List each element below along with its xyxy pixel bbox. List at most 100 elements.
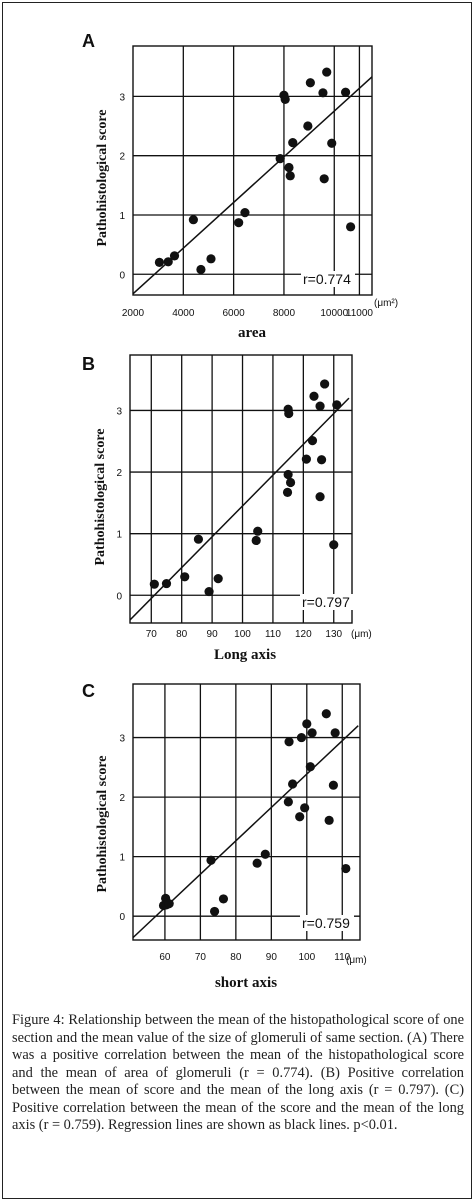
data-point [329,540,339,550]
data-point [315,401,325,411]
y-tick-label: 0 [119,270,125,281]
data-point [169,251,180,261]
data-point [321,709,331,719]
data-point [206,855,216,865]
y-tick-label: 1 [119,211,125,222]
caption-text: (A) There was a positive correlation bet… [12,1029,464,1134]
data-point [240,207,250,218]
data-point [196,264,206,275]
annotation-bg [301,271,355,287]
data-point [206,254,216,264]
y-axis-label: Pathohistological score [95,109,110,246]
plot-frame [132,45,373,296]
x-tick-label: 130 [325,629,342,640]
caption-label: Figure 4: Relationship between the mean … [12,1012,464,1046]
data-point [301,454,311,464]
data-point [163,257,173,267]
data-point [253,526,263,536]
data-point [284,162,294,173]
y-axis-label: Pathohistological score [93,428,108,565]
x-tick-label: 110 [334,952,350,963]
data-point [309,391,319,401]
data-point [346,222,356,232]
plot-frame [129,354,353,624]
data-point [149,579,159,589]
y-tick-label: 1 [119,853,125,864]
y-tick-label: 0 [119,912,125,923]
y-tick-label: 3 [116,406,122,417]
data-point [188,215,198,225]
data-point [315,492,325,502]
figure-caption: Figure 4: Relationship between the mean … [12,1012,464,1135]
data-point [328,780,338,790]
x-tick-label: 4000 [172,308,195,319]
x-tick-label: 80 [230,952,242,963]
data-point [330,728,340,738]
data-point [161,578,172,589]
data-point [204,586,214,597]
y-tick-label: 2 [116,468,122,479]
x-tick-label: 11000 [346,308,374,319]
x-tick-label: 100 [298,952,315,963]
y-tick-label: 3 [119,92,125,103]
data-point [260,849,270,859]
panel-label: B [82,354,95,374]
data-point [285,477,296,488]
data-point [296,732,307,743]
data-point [340,87,351,97]
data-point [320,379,330,389]
correlation-annotation: r=0.759 [302,915,350,931]
x-tick-label: 60 [159,952,171,963]
x-tick-label: 70 [146,629,158,640]
data-point [307,728,317,738]
x-axis-label: Long axis [214,647,276,663]
scatter-chart-a: r=0.774 0 1 2 3 2000 4000 6000 8000 1000011000(μm… [82,31,398,341]
x-axis-unit: (μm²) [374,298,398,309]
x-tick-label: 90 [266,952,278,963]
data-point [218,894,229,904]
x-tick-label: 8000 [273,308,296,319]
scatter-chart-b: r=0.797 0 1 2 3 70 80 90 100 110 120 130 (μm) B Long a… [82,354,372,663]
data-point [303,121,313,131]
y-tick-label: 3 [119,734,125,745]
data-point [324,815,334,825]
data-point [164,899,174,909]
data-point [327,138,337,148]
x-tick-label: 10000 [320,308,348,319]
data-point [300,803,310,813]
x-tick-label: 110 [265,629,281,640]
x-tick-label: 2000 [122,308,145,319]
data-point [154,257,165,267]
correlation-annotation: r=0.797 [302,594,350,610]
annotation-bg [300,915,354,931]
panel-label: C [82,681,95,701]
plot-frame [132,683,361,941]
data-point [295,812,305,822]
x-axis-unit: (μm) [346,955,367,966]
y-tick-label: 2 [119,793,125,804]
data-point [288,138,298,148]
data-point [282,487,293,497]
y-axis-label: Pathohistological score [95,755,110,892]
correlation-annotation: r=0.774 [303,271,351,287]
data-point [280,94,290,104]
data-point [284,737,294,747]
y-tick-label: 2 [119,152,125,163]
data-point [284,408,294,419]
data-point [193,534,204,544]
data-point [302,719,312,729]
data-point [316,455,327,465]
data-point [285,171,295,181]
data-point [341,863,351,874]
data-point [332,400,342,410]
data-point [305,78,315,88]
x-tick-label: 120 [295,629,312,640]
x-axis-unit: (μm) [351,629,372,640]
data-point [305,762,315,772]
data-point [209,906,220,917]
x-tick-label: 70 [195,952,207,963]
x-axis-label: area [238,325,267,341]
annotation-bg [300,594,354,610]
